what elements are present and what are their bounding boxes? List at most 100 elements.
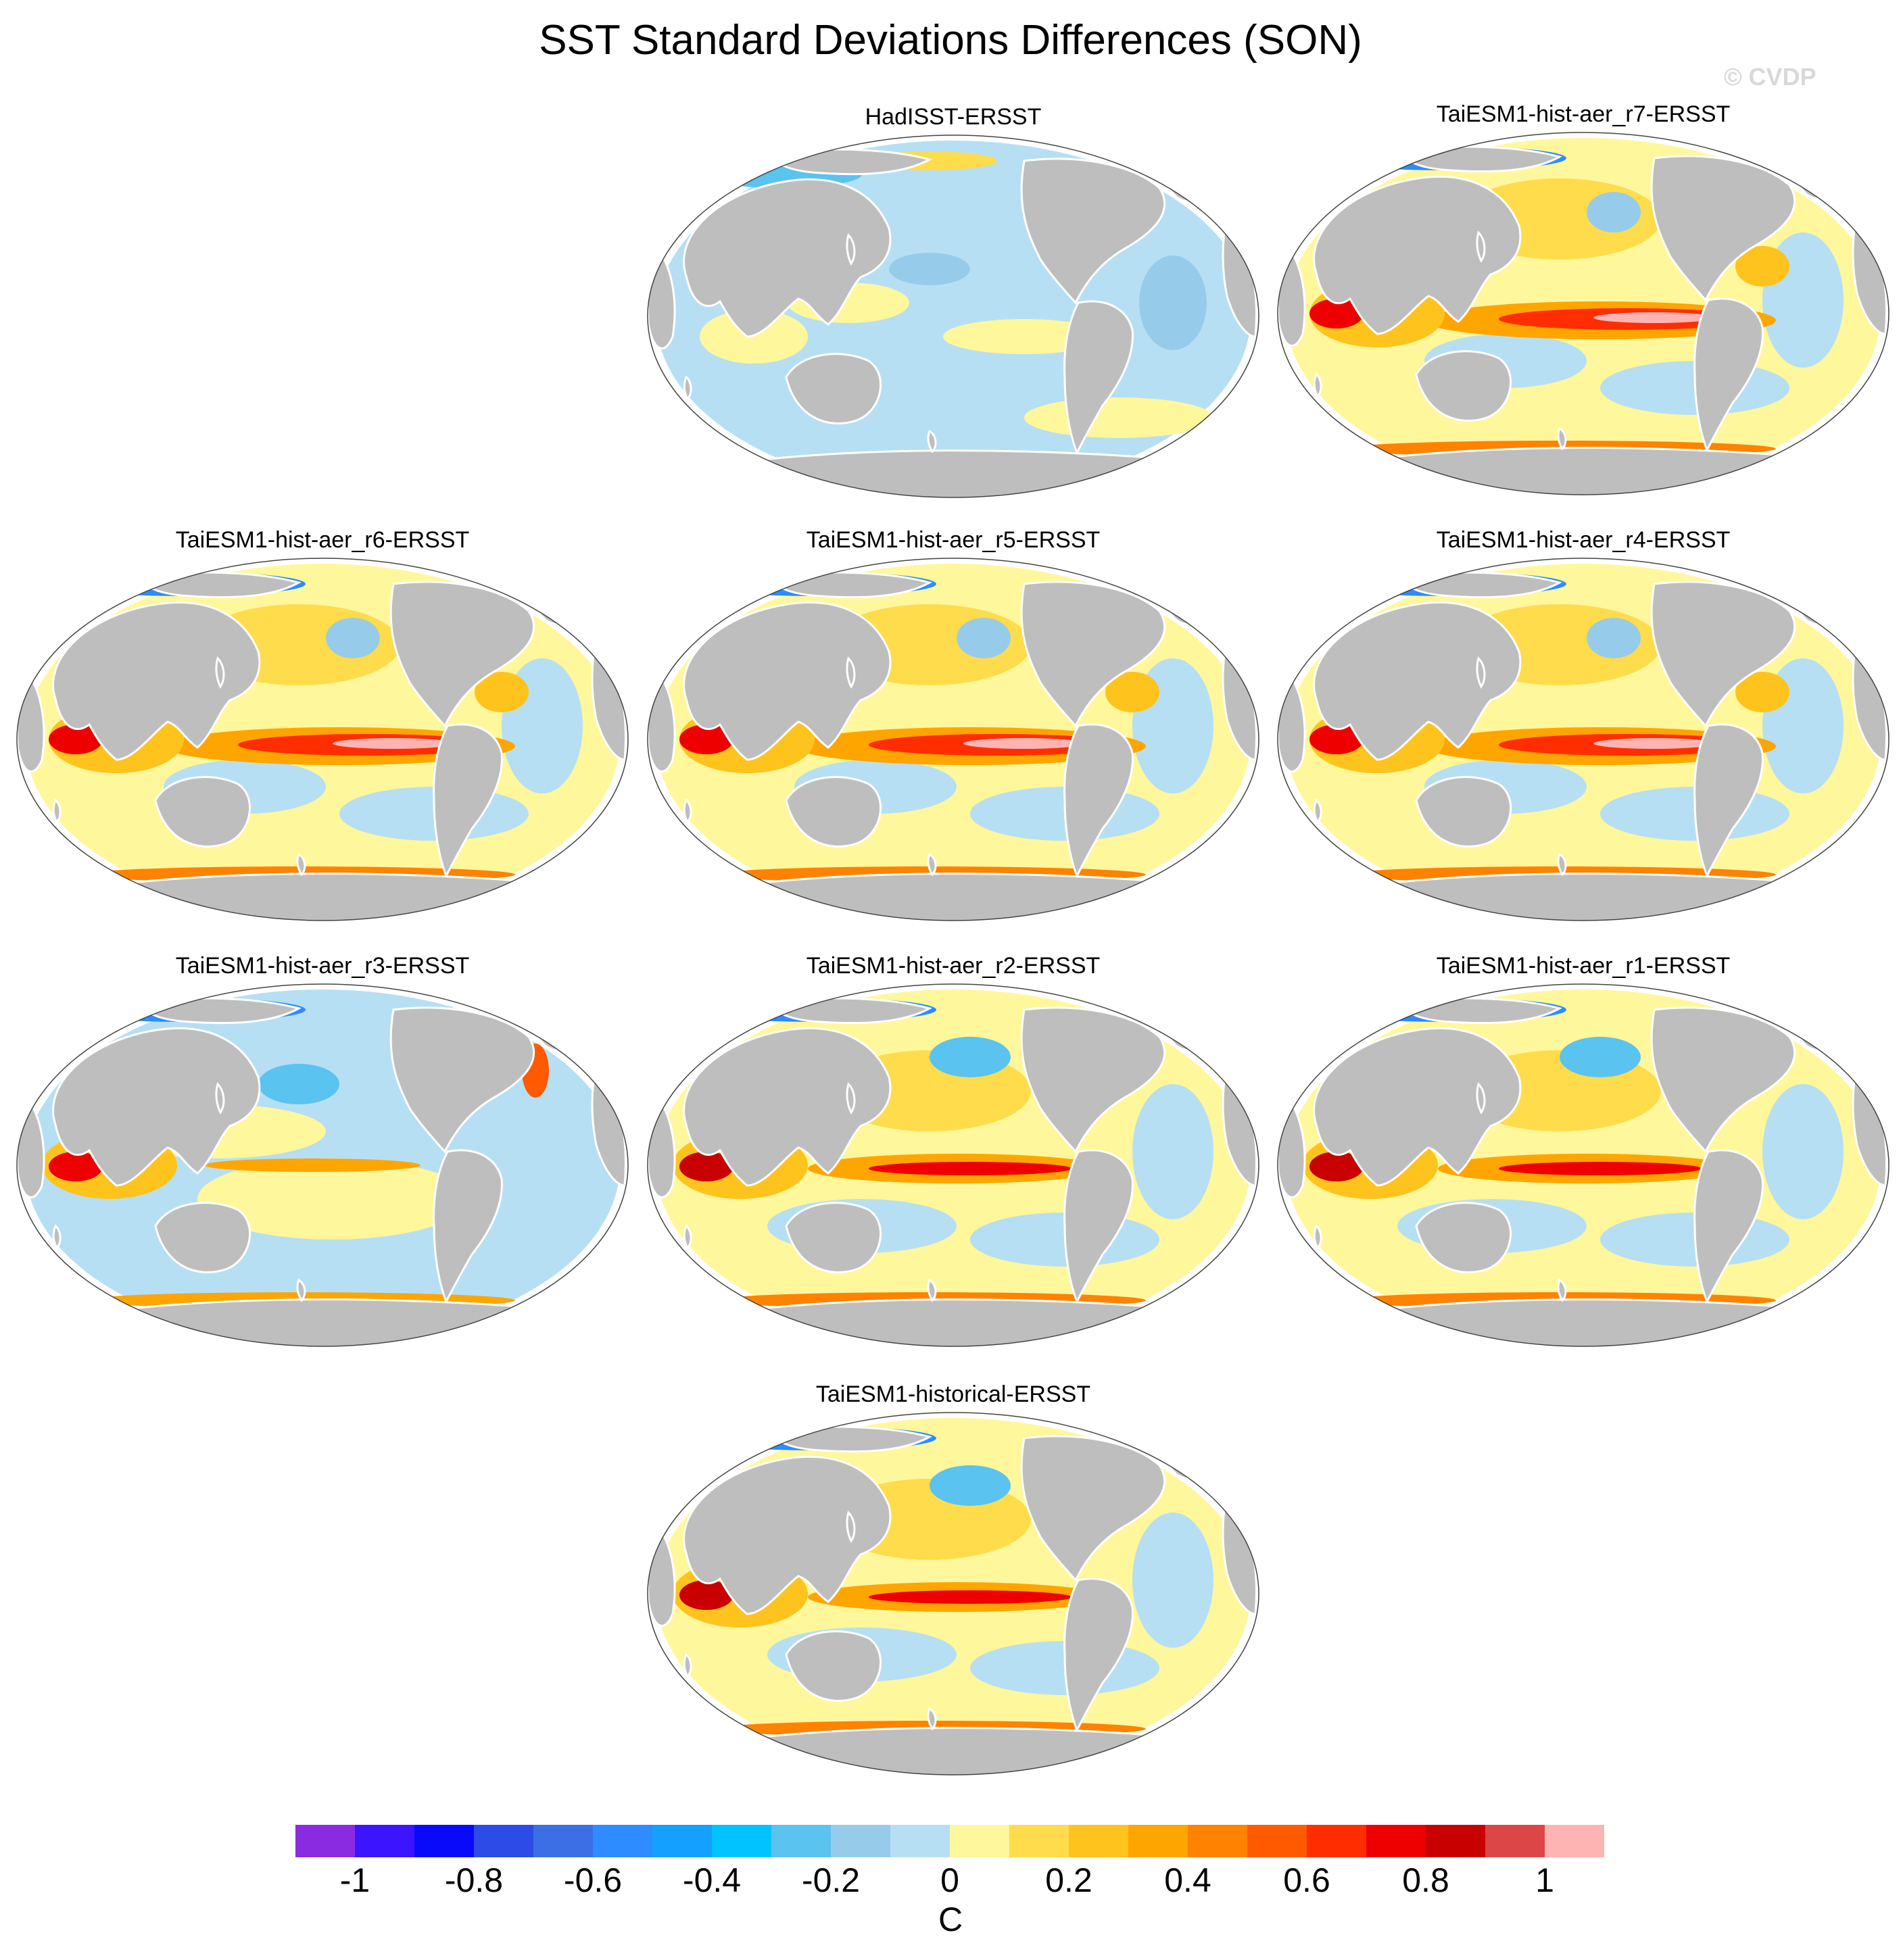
land-japan: [1476, 656, 1486, 689]
sst-anomaly-region: [963, 738, 1085, 749]
colorbar-tick-label: 0.4: [1164, 1861, 1211, 1899]
land-australia: [1415, 350, 1512, 422]
land-madagascar: [1313, 1224, 1322, 1250]
land-antarctica: [723, 1727, 1231, 1775]
colorbar-bin: [1307, 1825, 1367, 1857]
sst-anomaly-region: [679, 1152, 733, 1181]
land-japan: [1476, 230, 1486, 263]
sst-anomaly-region: [204, 1158, 420, 1172]
land-greenland: [1793, 583, 1852, 627]
colorbar-bin: [295, 1825, 356, 1857]
sst-anomaly-region: [1132, 1084, 1213, 1219]
sst-anomaly-region: [258, 1064, 339, 1104]
land-samerica: [1693, 723, 1764, 879]
colorbar-bin: [593, 1825, 653, 1857]
land-australia: [1415, 776, 1512, 848]
world-map: [647, 134, 1259, 498]
sst-anomaly-region: [475, 672, 529, 712]
sst-anomaly-region: [1735, 246, 1789, 287]
panel-title: TaiESM1-hist-aer_r5-ERSST: [806, 527, 1101, 553]
colorbar-tick-label: 0.2: [1045, 1861, 1092, 1899]
colorbar-tick-label: -0.2: [801, 1861, 861, 1899]
land-japan: [846, 656, 856, 689]
sst-anomaly-region: [1309, 299, 1364, 328]
map-panel: TaiESM1-historical-ERSST: [639, 1379, 1268, 1784]
sst-anomaly-region: [333, 738, 454, 749]
colorbar-bin: [355, 1825, 415, 1857]
map-outline: [647, 1412, 1259, 1775]
map-panel: TaiESM1-hist-aer_r2-ERSST: [639, 950, 1268, 1356]
map-outline: [1277, 983, 1890, 1347]
sst-anomaly-region: [1735, 672, 1789, 712]
sst-anomaly-region: [197, 1158, 468, 1240]
cvdp-watermark: © CVDP: [1724, 63, 1816, 91]
land-samerica: [1693, 297, 1764, 453]
land-samerica: [1693, 1149, 1764, 1304]
panel-title: TaiESM1-hist-aer_r7-ERSST: [1436, 101, 1731, 127]
figure-title: SST Standard Deviations Differences (SON…: [539, 17, 1362, 64]
land-namerica: [1020, 157, 1166, 305]
land-samerica: [433, 723, 503, 879]
sst-anomaly-region: [930, 1465, 1011, 1506]
land-madagascar: [52, 1224, 62, 1250]
land-greenland: [1163, 1008, 1222, 1052]
sst-anomaly-region: [930, 1037, 1011, 1077]
colorbar-unit-label: C: [938, 1901, 963, 1938]
colorbar-bin: [1128, 1825, 1188, 1857]
land-namerica: [1650, 155, 1796, 302]
land-greenland: [1793, 157, 1852, 201]
land-madagascar: [683, 1652, 692, 1678]
land-asia: [683, 601, 892, 761]
land-japan: [846, 1511, 856, 1543]
land-antarctica: [1353, 447, 1861, 495]
colorbar-bin: [1069, 1825, 1129, 1857]
colorbar-bin: [1366, 1825, 1426, 1857]
map-outline: [16, 558, 629, 921]
colorbar-bin: [831, 1825, 891, 1857]
colorbar-tick-label: 0.6: [1283, 1861, 1330, 1899]
land-antarctica: [1353, 873, 1861, 921]
land-asia: [52, 1027, 261, 1187]
land-samerica: [1063, 723, 1134, 879]
land-namerica: [1020, 581, 1166, 728]
land-greenland: [1793, 1008, 1852, 1052]
map-outline: [1277, 558, 1890, 921]
sst-anomaly-region: [1593, 312, 1715, 323]
map-panel: TaiESM1-hist-aer_r7-ERSST: [1269, 99, 1898, 504]
land-madagascar: [683, 1224, 692, 1250]
land-nz: [927, 429, 937, 454]
sst-anomaly-region: [1309, 725, 1364, 754]
colorbar-bin: [533, 1825, 594, 1857]
land-nz: [927, 1707, 937, 1731]
sst-anomaly-region: [1309, 1152, 1364, 1181]
colorbar-tick-label: -0.6: [563, 1861, 623, 1899]
map-panel: TaiESM1-hist-aer_r6-ERSST: [8, 524, 637, 930]
colorbar: [295, 1825, 1604, 1857]
map-outline: [647, 134, 1259, 498]
land-madagascar: [1313, 372, 1322, 398]
sst-anomaly-region: [1132, 1513, 1213, 1648]
sst-anomaly-region: [1139, 255, 1207, 350]
land-antarctica: [1353, 1298, 1861, 1346]
colorbar-tick-labels: -1 -0.8 -0.6 -0.4 -0.2 0 0.2 0.4 0.6 0.8 1: [295, 1860, 1604, 1901]
land-madagascar: [1313, 798, 1322, 824]
panel-title: TaiESM1-hist-aer_r4-ERSST: [1436, 527, 1731, 553]
sst-anomaly-region: [49, 1152, 103, 1181]
land-japan: [215, 1082, 225, 1114]
sst-anomaly-region: [1499, 1162, 1702, 1175]
land-namerica: [389, 1006, 535, 1154]
land-namerica: [1650, 581, 1796, 728]
map-panel: TaiESM1-hist-aer_r1-ERSST: [1269, 950, 1898, 1356]
colorbar-tick-label: 0: [940, 1861, 959, 1899]
land-japan: [846, 1082, 856, 1114]
map-panel: TaiESM1-hist-aer_r5-ERSST: [639, 524, 1268, 930]
world-map: [16, 983, 629, 1347]
land-antarctica: [93, 873, 600, 921]
sst-anomaly-region: [1024, 397, 1213, 438]
colorbar-bin: [652, 1825, 713, 1857]
land-greenland: [532, 583, 591, 627]
land-nz: [1557, 426, 1567, 451]
sst-anomaly-region: [679, 1580, 733, 1610]
land-nz: [296, 1278, 306, 1302]
land-greenland: [532, 1008, 591, 1052]
